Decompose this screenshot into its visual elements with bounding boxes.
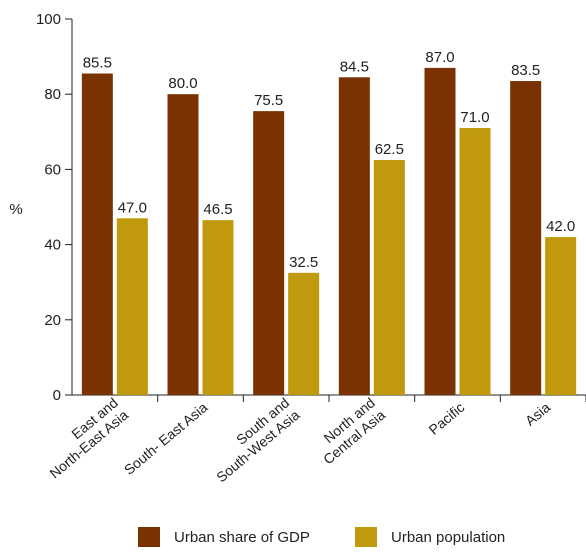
x-tick-label: Pacific [426,399,468,438]
bar-urban-population-4 [459,128,491,396]
bar-urban-population-2 [288,272,320,395]
y-axis-label: % [9,201,22,218]
data-label-urban-share-of-gdp-3: 84.5 [340,58,369,75]
legend-item-urban-population: Urban population [355,527,505,547]
x-tick-label: South andSouth-West Asia [203,394,303,485]
x-tick-label: South- East Asia [121,399,211,478]
data-label-urban-population-4: 71.0 [460,109,489,126]
data-label-urban-population-5: 42.0 [546,218,575,235]
y-tick-label: 40 [44,237,61,254]
data-label-urban-share-of-gdp-2: 75.5 [254,92,283,109]
data-label-urban-share-of-gdp-1: 80.0 [168,75,197,92]
data-label-urban-population-3: 62.5 [375,141,404,158]
data-label-urban-share-of-gdp-4: 87.0 [425,49,454,66]
bar-urban-population-5 [545,237,577,395]
data-label-urban-population-2: 32.5 [289,254,318,271]
legend-label-urban-share-of-gdp: Urban share of GDP [174,528,310,546]
bar-urban-share-of-gdp-2 [253,111,285,396]
data-label-urban-population-1: 46.5 [203,201,232,218]
data-label-urban-population-0: 47.0 [118,199,147,216]
bars [81,67,577,396]
legend-swatch-urban-share-of-gdp [138,527,160,547]
bar-urban-share-of-gdp-0 [81,73,113,396]
y-axis: 0 20 40 60 80 100 [36,11,73,404]
y-tick-label: 0 [53,387,61,404]
bar-urban-population-1 [202,220,234,395]
y-tick-label: 100 [36,11,61,28]
data-label-urban-share-of-gdp-5: 83.5 [511,62,540,79]
bar-urban-population-0 [116,218,148,395]
bar-urban-share-of-gdp-1 [167,94,199,395]
legend-item-urban-share-of-gdp: Urban share of GDP [138,527,310,547]
legend-label-urban-population: Urban population [391,528,506,546]
bar-urban-population-3 [373,160,405,395]
bar-urban-share-of-gdp-3 [338,77,370,395]
bar-urban-share-of-gdp-4 [424,67,456,395]
legend-swatch-urban-population [355,527,377,547]
x-tick-label: East andNorth-East Asia [36,394,131,481]
y-tick-label: 20 [44,312,61,329]
bar-urban-share-of-gdp-5 [510,81,542,395]
y-tick-label: 60 [44,161,61,178]
x-tick-label: North andCentral Asia [310,394,389,467]
legend: Urban share of GDP Urban population [0,527,586,549]
value-labels: 85.5 47.0 80.0 46.5 75.5 32.5 84.5 62.5 87.0 71.0… [83,49,576,271]
x-tick-label: Asia [522,399,553,429]
data-label-urban-share-of-gdp-0: 85.5 [83,55,112,72]
y-tick-label: 80 [44,86,61,103]
